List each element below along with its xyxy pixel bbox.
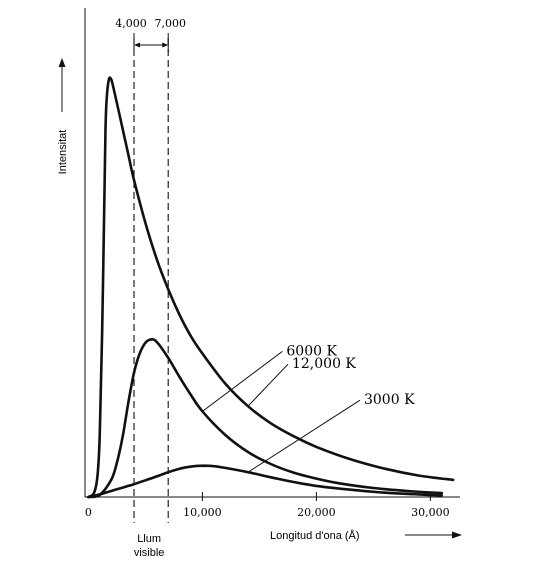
series-leader-line [202, 350, 283, 412]
x-axis-label: Longitud d'ona (Å) [270, 529, 360, 542]
x-ticks: 0 10,000 20,000 30,000 [85, 492, 450, 519]
series-curves [87, 76, 455, 499]
visible-light-label-line2: visible [134, 547, 165, 559]
x-axis-arrowhead [452, 531, 462, 539]
x-tick-label: 20,000 [297, 506, 336, 519]
band-arrow-left [134, 42, 141, 48]
series-curve [87, 338, 444, 499]
series-label: 3000 K [364, 392, 415, 408]
visible-band: 4,000 7,000 Llum visible [115, 17, 186, 559]
visible-light-label-line1: Llum [137, 533, 161, 545]
band-arrow-right [162, 42, 169, 48]
series-leader-line [247, 363, 289, 407]
x-tick-label: 30,000 [411, 506, 450, 519]
series-curve [87, 76, 455, 499]
series-leader-line [247, 399, 361, 473]
y-axis-arrowhead [58, 58, 66, 67]
series-label: 6000 K [286, 343, 337, 359]
band-start-label: 4,000 [115, 17, 147, 30]
axes [84, 8, 460, 498]
series-curve [87, 464, 444, 499]
x-tick-label: 0 [85, 506, 92, 519]
series-label: 12,000 K [292, 356, 356, 372]
x-tick-label: 10,000 [183, 506, 222, 519]
band-end-label: 7,000 [154, 17, 186, 30]
y-axis-label: Intensitat [57, 130, 69, 175]
